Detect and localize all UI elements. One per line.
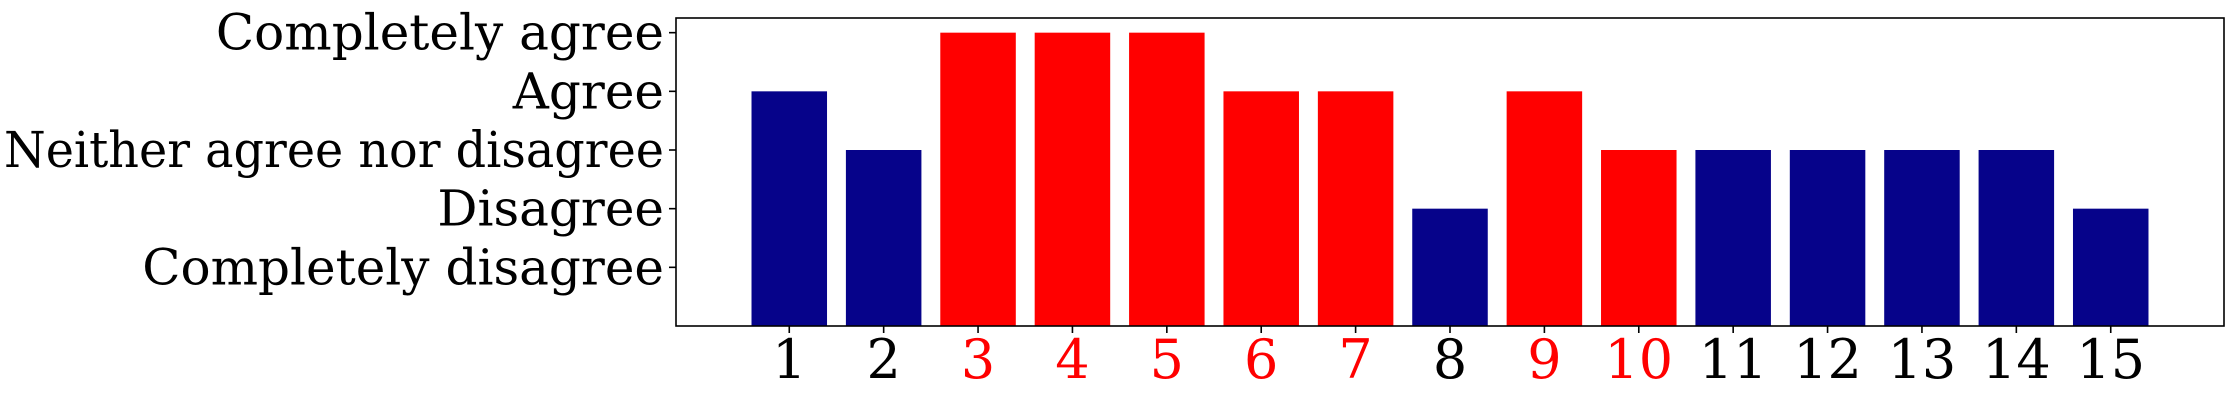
x-tick-marks: [788, 326, 2112, 333]
plot-frame: [675, 17, 2225, 327]
x-tick-label-3: 3: [961, 328, 995, 391]
bar-9: [1506, 91, 1583, 326]
x-tick-label-1: 1: [772, 328, 806, 391]
y-tick-marks: [669, 31, 676, 269]
bar-5: [1129, 32, 1205, 327]
x-tick-label-15: 15: [2076, 328, 2145, 391]
bar-3: [940, 32, 1016, 327]
bar-12: [1789, 150, 1866, 326]
bar-4: [1034, 32, 1111, 327]
bar-6: [1223, 91, 1299, 326]
x-tick-label-7: 7: [1338, 328, 1372, 391]
y-tick-label-1: Completely disagree: [142, 238, 664, 296]
x-tick-label-2: 2: [866, 328, 900, 391]
bar-11: [1695, 150, 1771, 326]
bar-7: [1317, 91, 1394, 326]
bar-8: [1412, 208, 1488, 326]
bar-15: [2072, 208, 2149, 326]
x-tick-label-8: 8: [1433, 328, 1467, 391]
y-tick-label-3: Neither agree nor disagree: [4, 121, 664, 179]
x-tick-label-13: 13: [1888, 328, 1957, 391]
y-tick-label-5: Completely agree: [216, 4, 664, 62]
bars-group: [751, 32, 2149, 327]
x-tick-label-4: 4: [1055, 328, 1089, 391]
bar-10: [1601, 150, 1677, 326]
bar-2: [845, 150, 922, 326]
x-tick-label-9: 9: [1527, 328, 1561, 391]
x-tick-label-12: 12: [1793, 328, 1862, 391]
y-tick-label-2: Disagree: [437, 180, 664, 238]
bar-14: [1978, 150, 2055, 326]
x-tick-label-5: 5: [1150, 328, 1184, 391]
x-tick-label-14: 14: [1982, 328, 2051, 391]
x-tick-label-11: 11: [1699, 328, 1768, 391]
x-tick-labels: 1 2 3 4 5 6 7 8 9 10 11 12 13 14 15: [772, 328, 2145, 391]
x-tick-label-10: 10: [1604, 328, 1673, 391]
x-tick-label-6: 6: [1244, 328, 1278, 391]
bar-13: [1884, 150, 1960, 326]
y-tick-label-4: Agree: [512, 62, 664, 120]
bar-1: [751, 91, 828, 326]
